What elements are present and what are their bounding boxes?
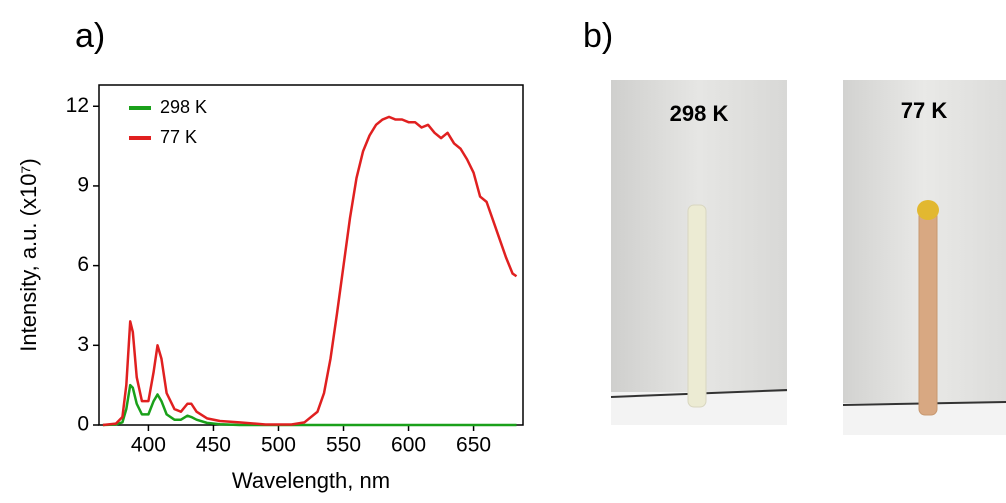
y-tick-label: 12 xyxy=(66,94,89,117)
tube xyxy=(918,209,938,416)
y-tick-label: 9 xyxy=(77,173,89,196)
photo-label: 77 K xyxy=(901,98,948,123)
tube xyxy=(687,204,707,408)
y-tick-label: 0 xyxy=(77,413,89,436)
line-series xyxy=(102,115,518,427)
x-tick-label: 650 xyxy=(456,434,491,457)
panel-label: a) xyxy=(75,17,105,55)
x-tick-label: 450 xyxy=(196,434,231,457)
x-tick-label: 500 xyxy=(261,434,296,457)
y-axis-label: Intensity, a.u. (x10⁷) xyxy=(16,158,41,351)
photo: 298 K xyxy=(610,80,788,425)
x-tick-label: 400 xyxy=(131,434,166,457)
legend-label: 298 K xyxy=(160,97,207,117)
panel-label: b) xyxy=(583,17,613,55)
y-tick-label: 6 xyxy=(77,253,89,276)
x-tick-label: 550 xyxy=(326,434,361,457)
photo-label: 298 K xyxy=(670,101,729,126)
x-axis-label: Wavelength, nm xyxy=(232,468,390,493)
photo: 77 K xyxy=(842,80,1006,435)
y-tick-label: 3 xyxy=(77,333,89,356)
x-tick-label: 600 xyxy=(391,434,426,457)
line-series xyxy=(102,383,517,427)
tube-top xyxy=(917,200,939,220)
legend-label: 77 K xyxy=(160,127,197,147)
